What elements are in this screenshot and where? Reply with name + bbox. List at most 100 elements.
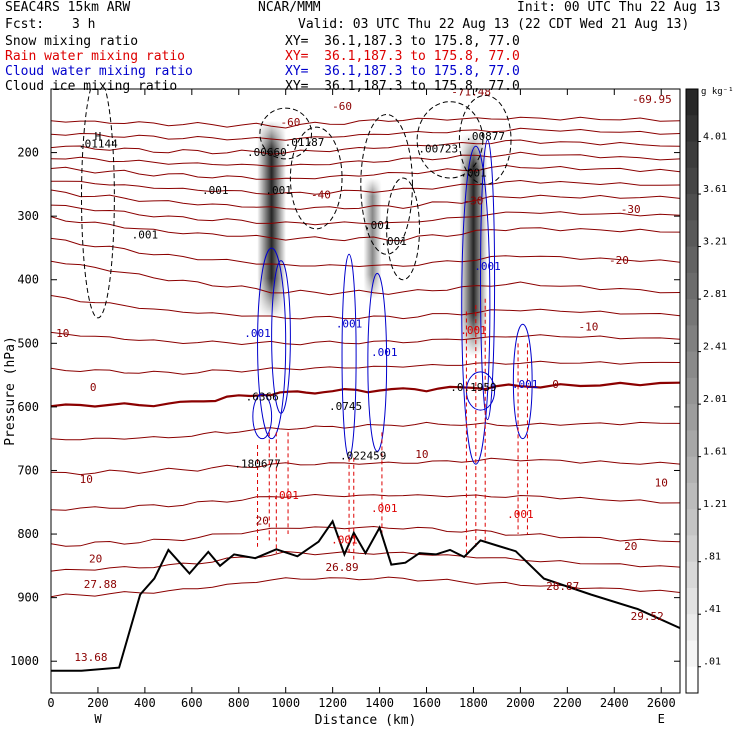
isotherm-minor: [51, 493, 680, 511]
isotherm-minor: [51, 127, 680, 141]
colorbar-label: .81: [703, 552, 721, 563]
field-label-cloud-ice: Cloud ice mixing ratio: [5, 79, 178, 94]
isotherm-label: 10: [415, 448, 428, 461]
colorbar-bin: [686, 614, 698, 641]
extrema-label: -71.48: [451, 85, 491, 98]
extrema-label: .022459: [340, 450, 386, 463]
cloud-water-contour-0: [257, 247, 287, 440]
terrain-line: [51, 519, 680, 672]
colorbar-bin: [686, 141, 698, 169]
colorbar-bin: [686, 220, 698, 248]
isotherm-minor: [51, 237, 680, 268]
ice-contour-0: [81, 89, 115, 319]
ice-contour-4: [416, 101, 484, 179]
isotherm-label: 10: [655, 476, 668, 489]
field-label-snow: Snow mixing ratio: [5, 34, 139, 49]
isotherm--40: [51, 164, 680, 180]
isotherm--30: [51, 189, 680, 210]
colorbar-bin: [686, 246, 698, 274]
colorbar-label: .41: [703, 604, 721, 615]
extrema-label: .6366: [246, 391, 279, 404]
isotherm--50: [51, 139, 680, 155]
contour-value-label: .001: [336, 317, 363, 330]
cloud-water-contour-4: [461, 145, 491, 465]
colorbar-bin: [686, 587, 698, 615]
colorbar-bin: [686, 167, 698, 195]
isotherm-minor: [51, 151, 680, 167]
isotherm-20: [51, 525, 680, 547]
extrema-label: H: [95, 130, 102, 143]
colorbar-unit: g kg⁻¹: [701, 87, 734, 97]
colorbar-bin: [686, 272, 698, 300]
valid-time: Valid: 03 UTC Thu 22 Aug 13 (22 CDT Wed …: [298, 17, 690, 32]
extrema-label: .00723: [418, 143, 458, 156]
x-tick-label: 400: [134, 696, 156, 710]
extrema-label: 13.68: [74, 651, 107, 664]
contour-value-label: .001: [460, 324, 487, 337]
x-axis-title: Distance (km): [315, 713, 417, 728]
cloud-water-contour-5: [480, 139, 496, 421]
y-tick-label: 1000: [10, 654, 39, 668]
isotherm-label: 20: [89, 553, 102, 566]
colorbar-bin: [686, 509, 698, 536]
colorbar-label: 3.61: [703, 184, 727, 195]
colorbar-label: 2.01: [703, 394, 727, 405]
x-tick-label: 2400: [600, 696, 629, 710]
ice-contour-2: [289, 126, 343, 230]
contour-value-label: .001: [507, 508, 534, 521]
extrema-label: .00660: [247, 146, 287, 159]
org-label: NCAR/MMM: [258, 0, 321, 15]
isotherm-label: 20: [624, 540, 637, 553]
ice-contour-1: [259, 107, 313, 160]
isotherm-label: -10: [579, 321, 599, 334]
isotherm-0: [51, 381, 680, 408]
field-label-cloud-water: Cloud water mixing ratio: [5, 64, 193, 79]
colorbar-label: 1.21: [703, 499, 727, 510]
snow-column-1: [363, 178, 382, 299]
x-tick-label: 200: [87, 696, 109, 710]
y-tick-label: 900: [17, 591, 39, 605]
isotherm-minor: [51, 331, 680, 346]
contour-value-label: .001: [331, 534, 358, 547]
colorbar-bin: [686, 404, 698, 431]
x-tick-label: 0: [47, 696, 54, 710]
east-label: E: [658, 712, 665, 726]
colorbar-bin: [686, 299, 698, 326]
colorbar-bin: [686, 482, 698, 510]
contour-value-label: .001: [474, 260, 501, 273]
contour-value-label: .001: [265, 184, 292, 197]
x-tick-label: 1600: [412, 696, 441, 710]
colorbar-bin: [686, 351, 698, 379]
isotherm-label: 0: [90, 381, 97, 394]
colorbar-label: 3.21: [703, 237, 727, 248]
isotherm-label: -60: [280, 116, 300, 129]
colorbar-bin: [686, 430, 698, 458]
isotherm-minor: [51, 295, 680, 320]
y-tick-label: 200: [17, 146, 39, 160]
contour-value-label: .001: [512, 378, 539, 391]
colorbar-bin: [686, 666, 698, 694]
extrema-label: 27.88: [84, 578, 117, 591]
contour-value-label: .001: [371, 502, 398, 515]
isotherm-label: 20: [256, 515, 269, 528]
colorbar-bin: [686, 561, 698, 589]
cloud-water-contour-1: [271, 260, 291, 414]
extrema-label: .01187: [285, 136, 325, 149]
colorbar-bin: [686, 194, 698, 221]
field-xy-snow: XY= 36.1,187.3 to 175.8, 77.0: [285, 34, 520, 49]
x-tick-label: 800: [228, 696, 250, 710]
colorbar-bin: [686, 325, 698, 353]
y-axis-title: Pressure (hPa): [3, 336, 18, 446]
cloud-water-contour-3: [367, 272, 388, 452]
contour-value-label: .001: [272, 489, 299, 502]
colorbar-bin: [686, 535, 698, 563]
isotherm-label: -40: [311, 188, 331, 201]
isotherm-label: -30: [464, 195, 484, 208]
x-tick-label: 600: [181, 696, 203, 710]
isotherm-label: -20: [609, 254, 629, 267]
model-title: SEAC4RS 15km ARW: [5, 0, 131, 15]
isotherm-minor: [51, 179, 680, 195]
isotherm--60: [51, 116, 680, 129]
forecast-label: Fcst:: [5, 17, 45, 32]
